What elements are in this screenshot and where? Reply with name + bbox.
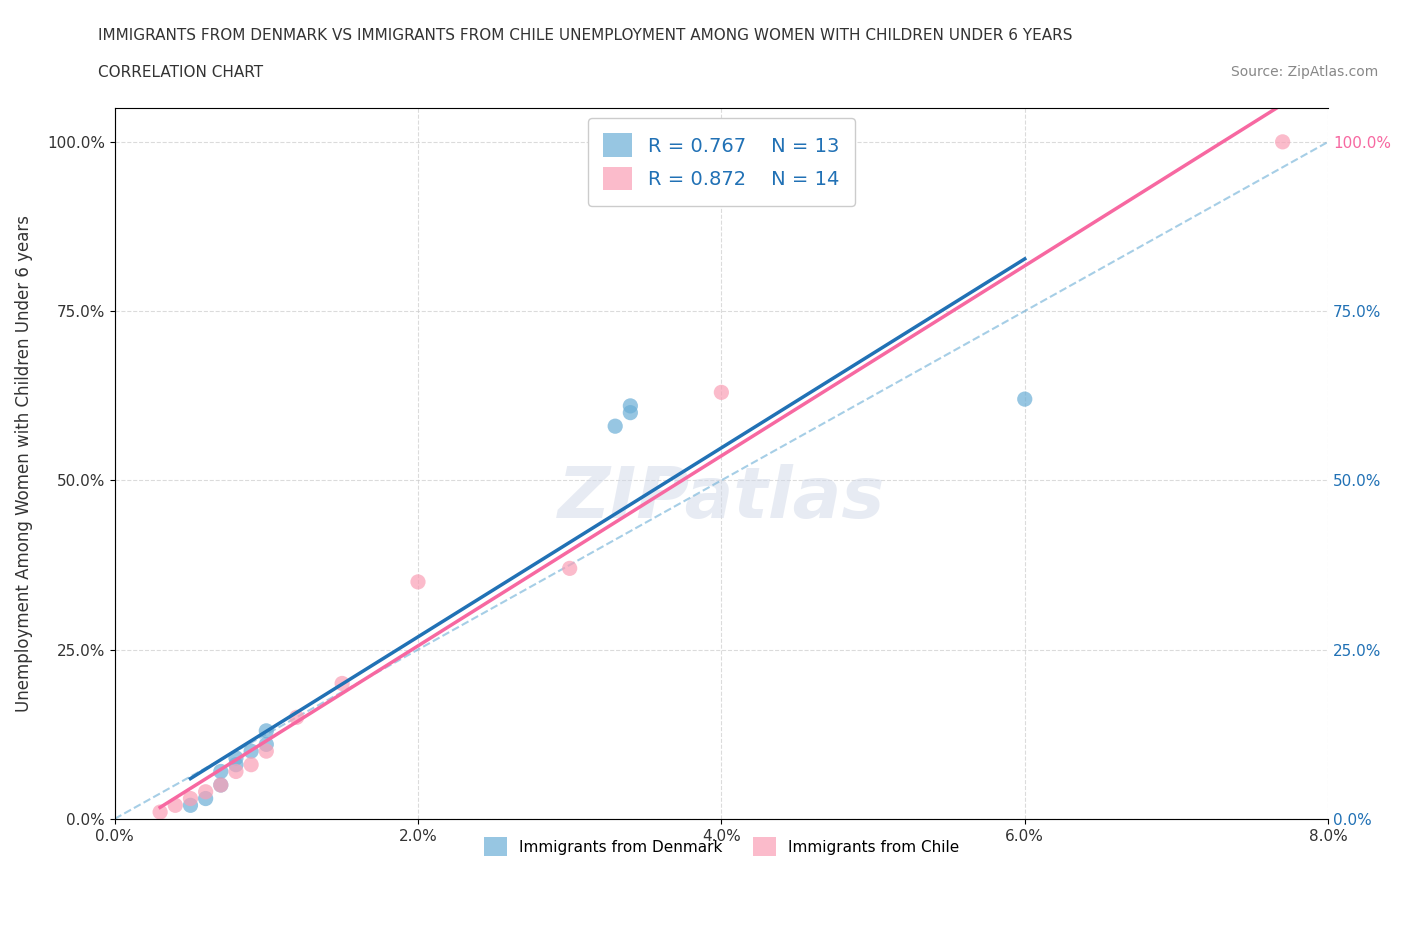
Point: [285, 710, 308, 724]
Point: [194, 784, 217, 799]
Point: [225, 764, 247, 779]
Point: [209, 764, 232, 779]
Point: [1271, 135, 1294, 150]
Point: [619, 405, 641, 420]
Point: [254, 737, 277, 751]
Point: [240, 757, 263, 772]
Point: [225, 757, 247, 772]
Point: [165, 798, 187, 813]
Y-axis label: Unemployment Among Women with Children Under 6 years: Unemployment Among Women with Children U…: [15, 215, 32, 712]
Point: [558, 561, 581, 576]
Point: [179, 798, 201, 813]
Point: [254, 744, 277, 759]
Point: [179, 791, 201, 806]
Legend: Immigrants from Denmark, Immigrants from Chile: Immigrants from Denmark, Immigrants from…: [471, 825, 972, 868]
Point: [254, 724, 277, 738]
Text: ZIPatlas: ZIPatlas: [558, 464, 884, 534]
Text: Source: ZipAtlas.com: Source: ZipAtlas.com: [1230, 65, 1378, 79]
Point: [149, 804, 172, 819]
Point: [1014, 392, 1036, 406]
Point: [619, 398, 641, 413]
Point: [605, 418, 627, 433]
Point: [209, 777, 232, 792]
Point: [240, 744, 263, 759]
Point: [330, 676, 353, 691]
Point: [710, 385, 733, 400]
Text: IMMIGRANTS FROM DENMARK VS IMMIGRANTS FROM CHILE UNEMPLOYMENT AMONG WOMEN WITH C: IMMIGRANTS FROM DENMARK VS IMMIGRANTS FR…: [98, 28, 1073, 43]
Text: CORRELATION CHART: CORRELATION CHART: [98, 65, 263, 80]
Point: [194, 791, 217, 806]
Point: [225, 751, 247, 765]
Point: [406, 575, 429, 590]
Point: [209, 777, 232, 792]
